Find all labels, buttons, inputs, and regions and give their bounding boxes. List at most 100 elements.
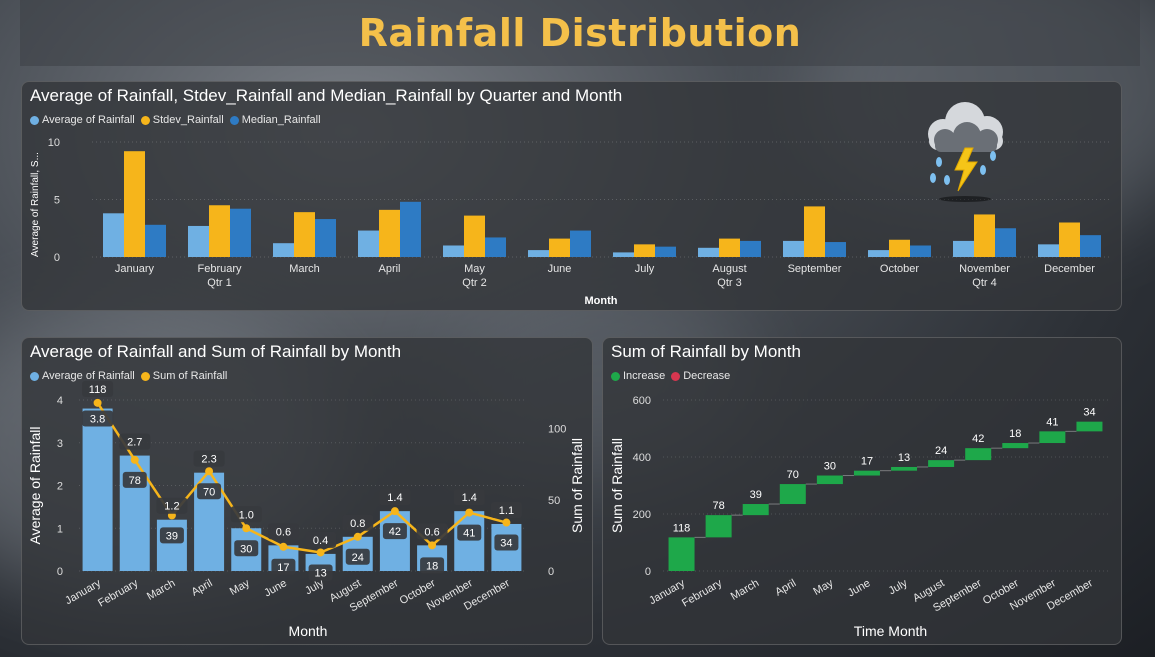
data-label-sum-bg: [308, 564, 333, 581]
x-tick-label: May: [228, 577, 252, 598]
data-label-average: 1.4: [462, 492, 477, 504]
data-label: 13: [898, 452, 910, 464]
data-label-average: 0.6: [424, 526, 439, 538]
x-tick-label: February: [680, 577, 725, 610]
x-tick-label: May: [464, 263, 485, 275]
x-tick-label: July: [887, 577, 910, 597]
y-axis-label: Sum of Rainfall: [609, 438, 625, 533]
bar-stdev-january: [124, 151, 145, 257]
legend-dot-sum: [140, 371, 150, 381]
legend-dot-median: [229, 115, 239, 125]
panel-avg-sum[interactable]: Average of Rainfall and Sum of Rainfall …: [21, 337, 593, 645]
x-tick-label: June: [262, 577, 289, 599]
waterfall-bar-december: [1076, 421, 1103, 432]
data-label-sum: 78: [129, 475, 141, 487]
title-bar: Rainfall Distribution: [20, 0, 1140, 66]
point-sum-november: [465, 508, 474, 517]
data-label-sum-bg: [234, 540, 259, 557]
data-label-average-bg: [230, 506, 262, 523]
legend-item-decrease[interactable]: Decrease: [671, 370, 730, 382]
data-label-sum: 39: [166, 530, 178, 542]
legend-label-stdev: Stdev_Rainfall: [152, 114, 224, 126]
point-sum-january: [93, 398, 102, 407]
y-tick-label: 0: [57, 566, 63, 578]
legend-item-median[interactable]: Median_Rainfall: [229, 114, 321, 126]
bar-stdev-june: [549, 238, 570, 257]
y-tick-label: 4: [57, 395, 63, 407]
y2-tick-label: 100: [548, 424, 566, 436]
legend-item-increase[interactable]: Increase: [611, 370, 665, 382]
bar-median-september: [825, 242, 846, 257]
data-label-average: 1.2: [164, 501, 179, 513]
x-tick-label: December: [1044, 263, 1095, 275]
y-tick-label: 10: [48, 137, 60, 149]
waterfall-bar-july: [891, 466, 918, 471]
y-axis-label: Average of Rainfall, S...: [30, 152, 41, 257]
data-label-sum-bg: [271, 558, 296, 575]
quarter-label: Qtr 3: [717, 277, 741, 289]
y-tick-label: 600: [633, 395, 651, 407]
bar-stdev-february: [209, 205, 230, 257]
point-sum-february: [130, 455, 139, 464]
x-tick-label: October: [880, 263, 919, 275]
legend-3: Increase Decrease: [611, 370, 730, 382]
data-label-average-bg: [453, 489, 485, 506]
bar-average-january: [82, 408, 113, 571]
legend-dot-average: [30, 371, 39, 381]
data-label: 70: [787, 469, 799, 481]
data-label-sum: 24: [352, 552, 364, 564]
legend-item-average[interactable]: Average of Rainfall: [30, 370, 135, 382]
panel-avg-stdev-median[interactable]: Average of Rainfall, Stdev_Rainfall and …: [21, 81, 1122, 311]
bar-median-august: [740, 240, 761, 257]
bar-median-march: [315, 219, 336, 257]
bar-average-september: [783, 240, 804, 257]
x-tick-label: September: [788, 263, 842, 275]
x-tick-label: November: [959, 263, 1010, 275]
panel-waterfall[interactable]: Sum of Rainfall by Month Increase Decrea…: [602, 337, 1122, 645]
data-label: 17: [861, 456, 873, 468]
bar-average-november: [454, 511, 485, 571]
legend-dot-increase: [611, 371, 620, 381]
data-label-average: 2.3: [201, 454, 216, 466]
bar-average-august: [698, 247, 719, 257]
waterfall-bar-august: [928, 460, 955, 467]
data-label-average-bg: [267, 523, 299, 540]
data-label-sum-bg: [382, 523, 407, 540]
data-label-sum-bg: [197, 483, 222, 500]
legend-item-average[interactable]: Average of Rainfall: [30, 114, 135, 126]
data-label-average: 1.0: [239, 509, 254, 521]
data-label-sum-bg: [159, 527, 184, 544]
legend-item-sum[interactable]: Sum of Rainfall: [140, 370, 227, 382]
data-label: 41: [1046, 416, 1058, 428]
waterfall-bar-may: [816, 475, 843, 485]
legend-dot-average: [30, 115, 39, 125]
bar-average-march: [156, 519, 187, 571]
point-sum-may: [242, 524, 251, 533]
bar-stdev-march: [294, 212, 315, 257]
data-label: 30: [824, 461, 836, 473]
y-tick-label: 0: [645, 566, 651, 578]
waterfall-bar-september: [965, 448, 992, 461]
bar-stdev-july: [634, 244, 655, 257]
x-axis-label: Month: [289, 623, 328, 639]
waterfall-bar-april: [779, 484, 806, 505]
y-tick-label: 3: [57, 438, 63, 450]
x-tick-label: May: [811, 577, 835, 598]
point-sum-july: [316, 548, 325, 557]
legend-label-average: Average of Rainfall: [42, 114, 135, 126]
x-tick-label: March: [145, 577, 177, 603]
bar-stdev-september: [804, 206, 825, 257]
data-label: 39: [750, 489, 762, 501]
data-label-sum: 30: [240, 543, 252, 555]
legend-item-stdev[interactable]: Stdev_Rainfall: [140, 114, 224, 126]
x-tick-label: March: [289, 263, 320, 275]
point-sum-october: [428, 541, 437, 550]
waterfall-bar-march: [742, 504, 769, 516]
data-label-average: 1.4: [387, 492, 402, 504]
legend-label-median: Median_Rainfall: [241, 114, 321, 126]
x-tick-label: June: [548, 263, 572, 275]
data-label-sum: 13: [314, 567, 326, 579]
bar-average-december: [1038, 244, 1059, 257]
bar-median-april: [400, 201, 421, 257]
data-label-average: 1.1: [499, 505, 514, 517]
